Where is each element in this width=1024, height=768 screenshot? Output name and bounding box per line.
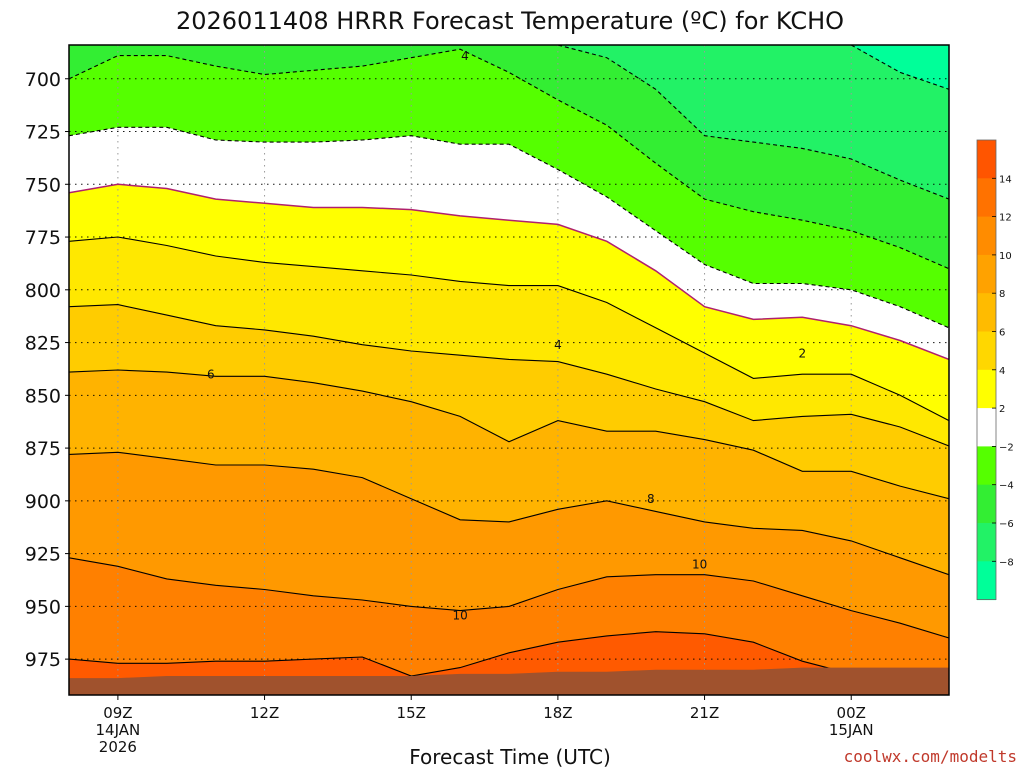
y-tick-label-950: 950 <box>25 596 61 618</box>
contour-label: 2 <box>799 347 807 361</box>
colorbar-swatch-4 <box>977 293 996 332</box>
contour-label: 4 <box>554 338 562 352</box>
colorbar-tick-label-4: 6 <box>999 328 1005 339</box>
band-below-minus8 <box>69 45 949 90</box>
colorbar-swatch-7 <box>977 408 996 447</box>
x-axis-label: Forecast Time (UTC) <box>409 745 611 768</box>
colorbar-tick-label-1: 12 <box>999 213 1012 224</box>
colorbar-swatch-0 <box>977 140 996 179</box>
colorbar-tick-label-5: 4 <box>999 366 1005 377</box>
x-tick-label-00Z-line2: 15JAN <box>829 721 874 739</box>
y-tick-label-925: 925 <box>25 544 61 566</box>
source-credit: coolwx.com/modelts <box>844 747 1017 766</box>
y-tick-label-975: 975 <box>25 649 61 671</box>
colorbar-swatch-3 <box>977 254 996 294</box>
y-tick-label-775: 775 <box>25 227 61 249</box>
chart-title: 2026011408 HRRR Forecast Temperature (ºC… <box>176 7 844 35</box>
contour-10 <box>69 451 949 576</box>
y-tick-label-900: 900 <box>25 491 61 513</box>
y-tick-label-825: 825 <box>25 333 61 355</box>
colorbar-tick-label-10: −8 <box>999 557 1014 568</box>
ground-surface <box>69 667 949 695</box>
contour-14 <box>69 631 949 677</box>
band-minus8-minus6 <box>69 45 949 200</box>
y-tick-label-850: 850 <box>25 385 61 407</box>
x-tick-label-21Z: 21Z <box>690 704 719 722</box>
colorbar-swatch-6 <box>977 369 996 409</box>
contour-4 <box>69 236 949 422</box>
colorbar-swatch-1 <box>977 178 996 218</box>
contour-2 <box>69 183 949 361</box>
x-tick-label-18Z: 18Z <box>543 704 572 722</box>
y-tick-label-750: 750 <box>25 174 61 196</box>
x-tick-label-09Z: 09Z <box>103 704 132 722</box>
colorbar-swatch-8 <box>977 446 996 486</box>
contour-12 <box>69 557 949 639</box>
plot-frame <box>68 44 950 696</box>
colorbar-tick-label-0: 14 <box>999 174 1012 185</box>
x-tick-label-12Z: 12Z <box>250 704 279 722</box>
x-tick-label-09Z-line2: 14JAN <box>96 721 141 739</box>
x-tick-label-00Z: 00Z <box>837 704 866 722</box>
colorbar-swatch-2 <box>977 216 996 256</box>
colorbar-tick-label-3: 8 <box>999 289 1005 300</box>
colorbar-tick-label-8: −4 <box>999 481 1014 492</box>
y-tick-label-725: 725 <box>25 122 61 144</box>
contour-label: 6 <box>207 368 215 382</box>
contour-minus6 <box>460 45 949 200</box>
colorbar-swatch-10 <box>977 523 996 562</box>
contour-label: 10 <box>452 608 467 622</box>
colorbar-swatch-5 <box>977 331 996 371</box>
contour-minus4 <box>69 48 949 270</box>
y-tick-label-875: 875 <box>25 438 61 460</box>
colorbar-tick-label-9: −6 <box>999 519 1014 530</box>
contour-label: 8 <box>647 492 655 506</box>
contour-label: 10 <box>692 558 707 572</box>
colorbar-tick-label-7: −2 <box>999 442 1014 453</box>
colorbar-swatch-11 <box>977 561 996 601</box>
contour-minus2 <box>69 126 949 329</box>
contour-minus8 <box>850 45 949 90</box>
contour-8 <box>69 369 949 500</box>
colorbar-tick-label-6: 2 <box>999 404 1005 415</box>
colorbar-swatch-9 <box>977 484 996 524</box>
contour-label: 4 <box>461 49 469 63</box>
y-tick-label-800: 800 <box>25 280 61 302</box>
x-tick-label-15Z: 15Z <box>397 704 426 722</box>
y-tick-label-700: 700 <box>25 69 61 91</box>
colorbar-tick-label-2: 10 <box>999 251 1012 262</box>
contour-6 <box>69 304 949 447</box>
x-tick-label-09Z-line3: 2026 <box>99 738 137 756</box>
